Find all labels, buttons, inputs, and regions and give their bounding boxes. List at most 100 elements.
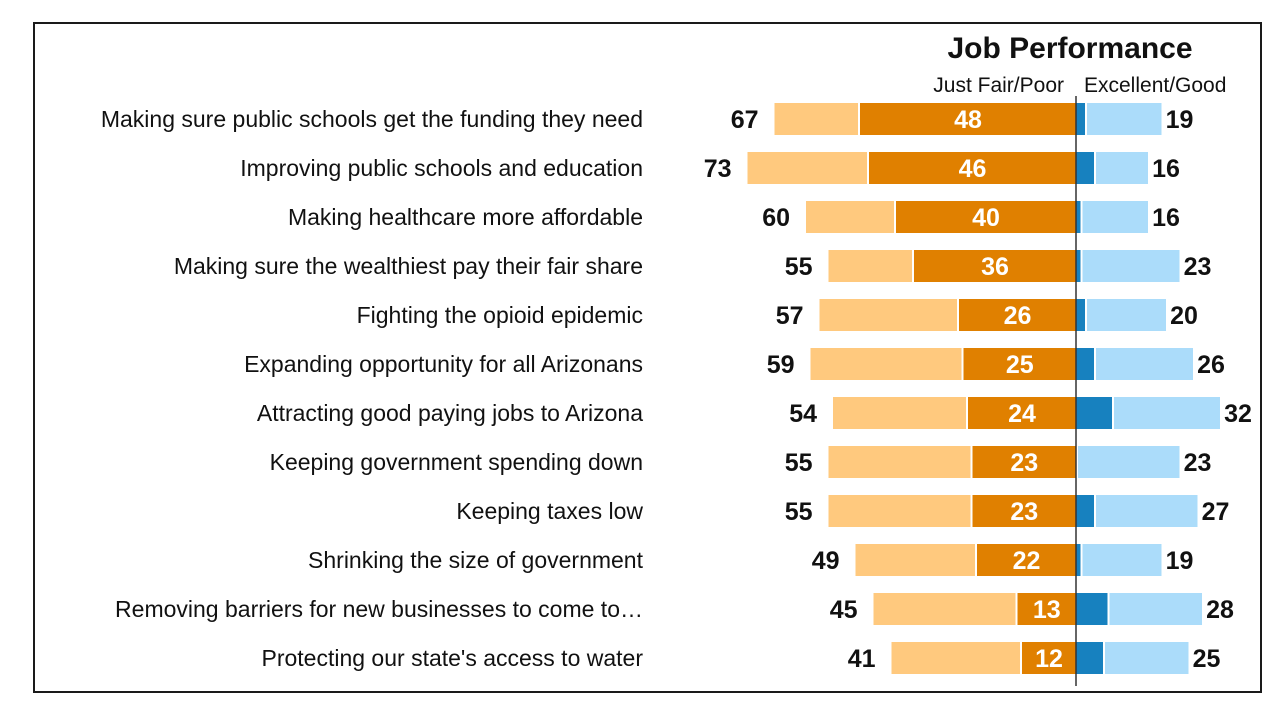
category-label: Attracting good paying jobs to Arizona [257, 400, 643, 426]
value-label-positive-total: 20 [1170, 302, 1198, 330]
bar-positive-strong [1076, 348, 1094, 380]
value-label-negative-total: 49 [812, 547, 840, 575]
bar-positive-light [1082, 250, 1180, 282]
bar-negative-strong [972, 495, 1076, 527]
value-label-negative-strong: 23 [1010, 449, 1038, 477]
bar-negative-strong [968, 397, 1076, 429]
value-label-negative-strong: 22 [1013, 547, 1041, 575]
value-label-negative-total: 59 [767, 351, 795, 379]
bar-positive-light [1078, 446, 1180, 478]
value-label-positive-total: 23 [1184, 253, 1212, 281]
bar-negative-light [891, 642, 1020, 674]
bar-negative-strong [896, 201, 1076, 233]
bar-positive-light [1087, 299, 1166, 331]
bar-negative-strong [1022, 642, 1076, 674]
bar-negative-light [806, 201, 894, 233]
bar-negative-light [828, 495, 971, 527]
value-label-negative-strong: 12 [1035, 645, 1063, 673]
bar-positive-light [1109, 593, 1202, 625]
value-label-positive-total: 27 [1202, 498, 1230, 526]
value-label-negative-total: 54 [789, 400, 817, 428]
bar-negative-strong [963, 348, 1076, 380]
value-label-positive-total: 16 [1152, 155, 1180, 183]
bar-negative-strong [1017, 593, 1076, 625]
bar-positive-strong [1076, 201, 1081, 233]
value-label-negative-total: 57 [776, 302, 804, 330]
value-label-negative-strong: 48 [954, 106, 982, 134]
category-label: Fighting the opioid epidemic [357, 302, 643, 328]
value-label-positive-total: 28 [1206, 596, 1234, 624]
value-label-negative-strong: 24 [1008, 400, 1036, 428]
value-label-negative-total: 55 [785, 498, 813, 526]
value-label-negative-total: 41 [848, 645, 876, 673]
bar-negative-light [833, 397, 966, 429]
bar-positive-strong [1076, 103, 1085, 135]
chart-frame [33, 22, 1262, 693]
bar-positive-light [1096, 348, 1193, 380]
category-label: Removing barriers for new businesses to … [115, 596, 643, 622]
category-label: Making sure public schools get the fundi… [101, 106, 643, 132]
bar-positive-light [1082, 544, 1162, 576]
bar-positive-light [1105, 642, 1189, 674]
bar-negative-strong [977, 544, 1076, 576]
value-label-negative-strong: 13 [1033, 596, 1061, 624]
legend-positive-label: Excellent/Good [1084, 74, 1227, 97]
bar-negative-light [855, 544, 975, 576]
bar-positive-strong [1076, 593, 1108, 625]
value-label-negative-strong: 23 [1010, 498, 1038, 526]
bar-positive-strong [1076, 642, 1103, 674]
bar-negative-light [774, 103, 858, 135]
value-label-negative-strong: 26 [1004, 302, 1032, 330]
value-label-positive-total: 19 [1166, 547, 1194, 575]
bar-positive-strong [1076, 299, 1085, 331]
bar-positive-light [1082, 201, 1148, 233]
value-label-negative-total: 45 [830, 596, 858, 624]
category-label: Shrinking the size of government [308, 547, 644, 573]
bar-negative-light [747, 152, 867, 184]
value-label-negative-total: 67 [731, 106, 759, 134]
bar-negative-strong [914, 250, 1076, 282]
category-label: Keeping government spending down [270, 449, 643, 475]
bar-negative-strong [860, 103, 1076, 135]
value-label-negative-strong: 36 [981, 253, 1009, 281]
value-label-negative-total: 55 [785, 253, 813, 281]
bar-negative-light [828, 446, 971, 478]
value-label-negative-total: 55 [785, 449, 813, 477]
bar-positive-light [1096, 152, 1148, 184]
value-label-positive-total: 16 [1152, 204, 1180, 232]
category-label: Protecting our state's access to water [261, 645, 643, 671]
legend-negative-label: Just Fair/Poor [933, 74, 1064, 97]
bar-positive-strong [1076, 250, 1081, 282]
bar-positive-light [1114, 397, 1220, 429]
bar-positive-strong [1076, 397, 1112, 429]
bar-negative-light [819, 299, 957, 331]
value-label-negative-strong: 25 [1006, 351, 1034, 379]
category-label: Making healthcare more affordable [288, 204, 643, 230]
bar-negative-strong [869, 152, 1076, 184]
value-label-positive-total: 26 [1197, 351, 1225, 379]
bar-negative-strong [959, 299, 1076, 331]
value-label-positive-total: 23 [1184, 449, 1212, 477]
bar-positive-light [1087, 103, 1162, 135]
category-label: Improving public schools and education [240, 155, 643, 181]
bar-negative-strong [972, 446, 1076, 478]
value-label-positive-total: 25 [1193, 645, 1221, 673]
category-label: Keeping taxes low [456, 498, 643, 524]
value-label-negative-total: 73 [704, 155, 732, 183]
bar-positive-strong [1076, 152, 1094, 184]
bar-positive-light [1096, 495, 1198, 527]
category-label: Expanding opportunity for all Arizonans [244, 351, 643, 377]
category-label: Making sure the wealthiest pay their fai… [174, 253, 643, 279]
value-label-negative-total: 60 [762, 204, 790, 232]
value-label-positive-total: 19 [1166, 106, 1194, 134]
bar-negative-light [828, 250, 912, 282]
bar-negative-light [810, 348, 962, 380]
chart-title: Job Performance [947, 32, 1193, 65]
bar-negative-light [873, 593, 1016, 625]
bar-positive-strong [1076, 544, 1081, 576]
bar-positive-strong [1076, 495, 1094, 527]
value-label-negative-strong: 46 [959, 155, 987, 183]
value-label-negative-strong: 40 [972, 204, 1000, 232]
value-label-positive-total: 32 [1224, 400, 1252, 428]
